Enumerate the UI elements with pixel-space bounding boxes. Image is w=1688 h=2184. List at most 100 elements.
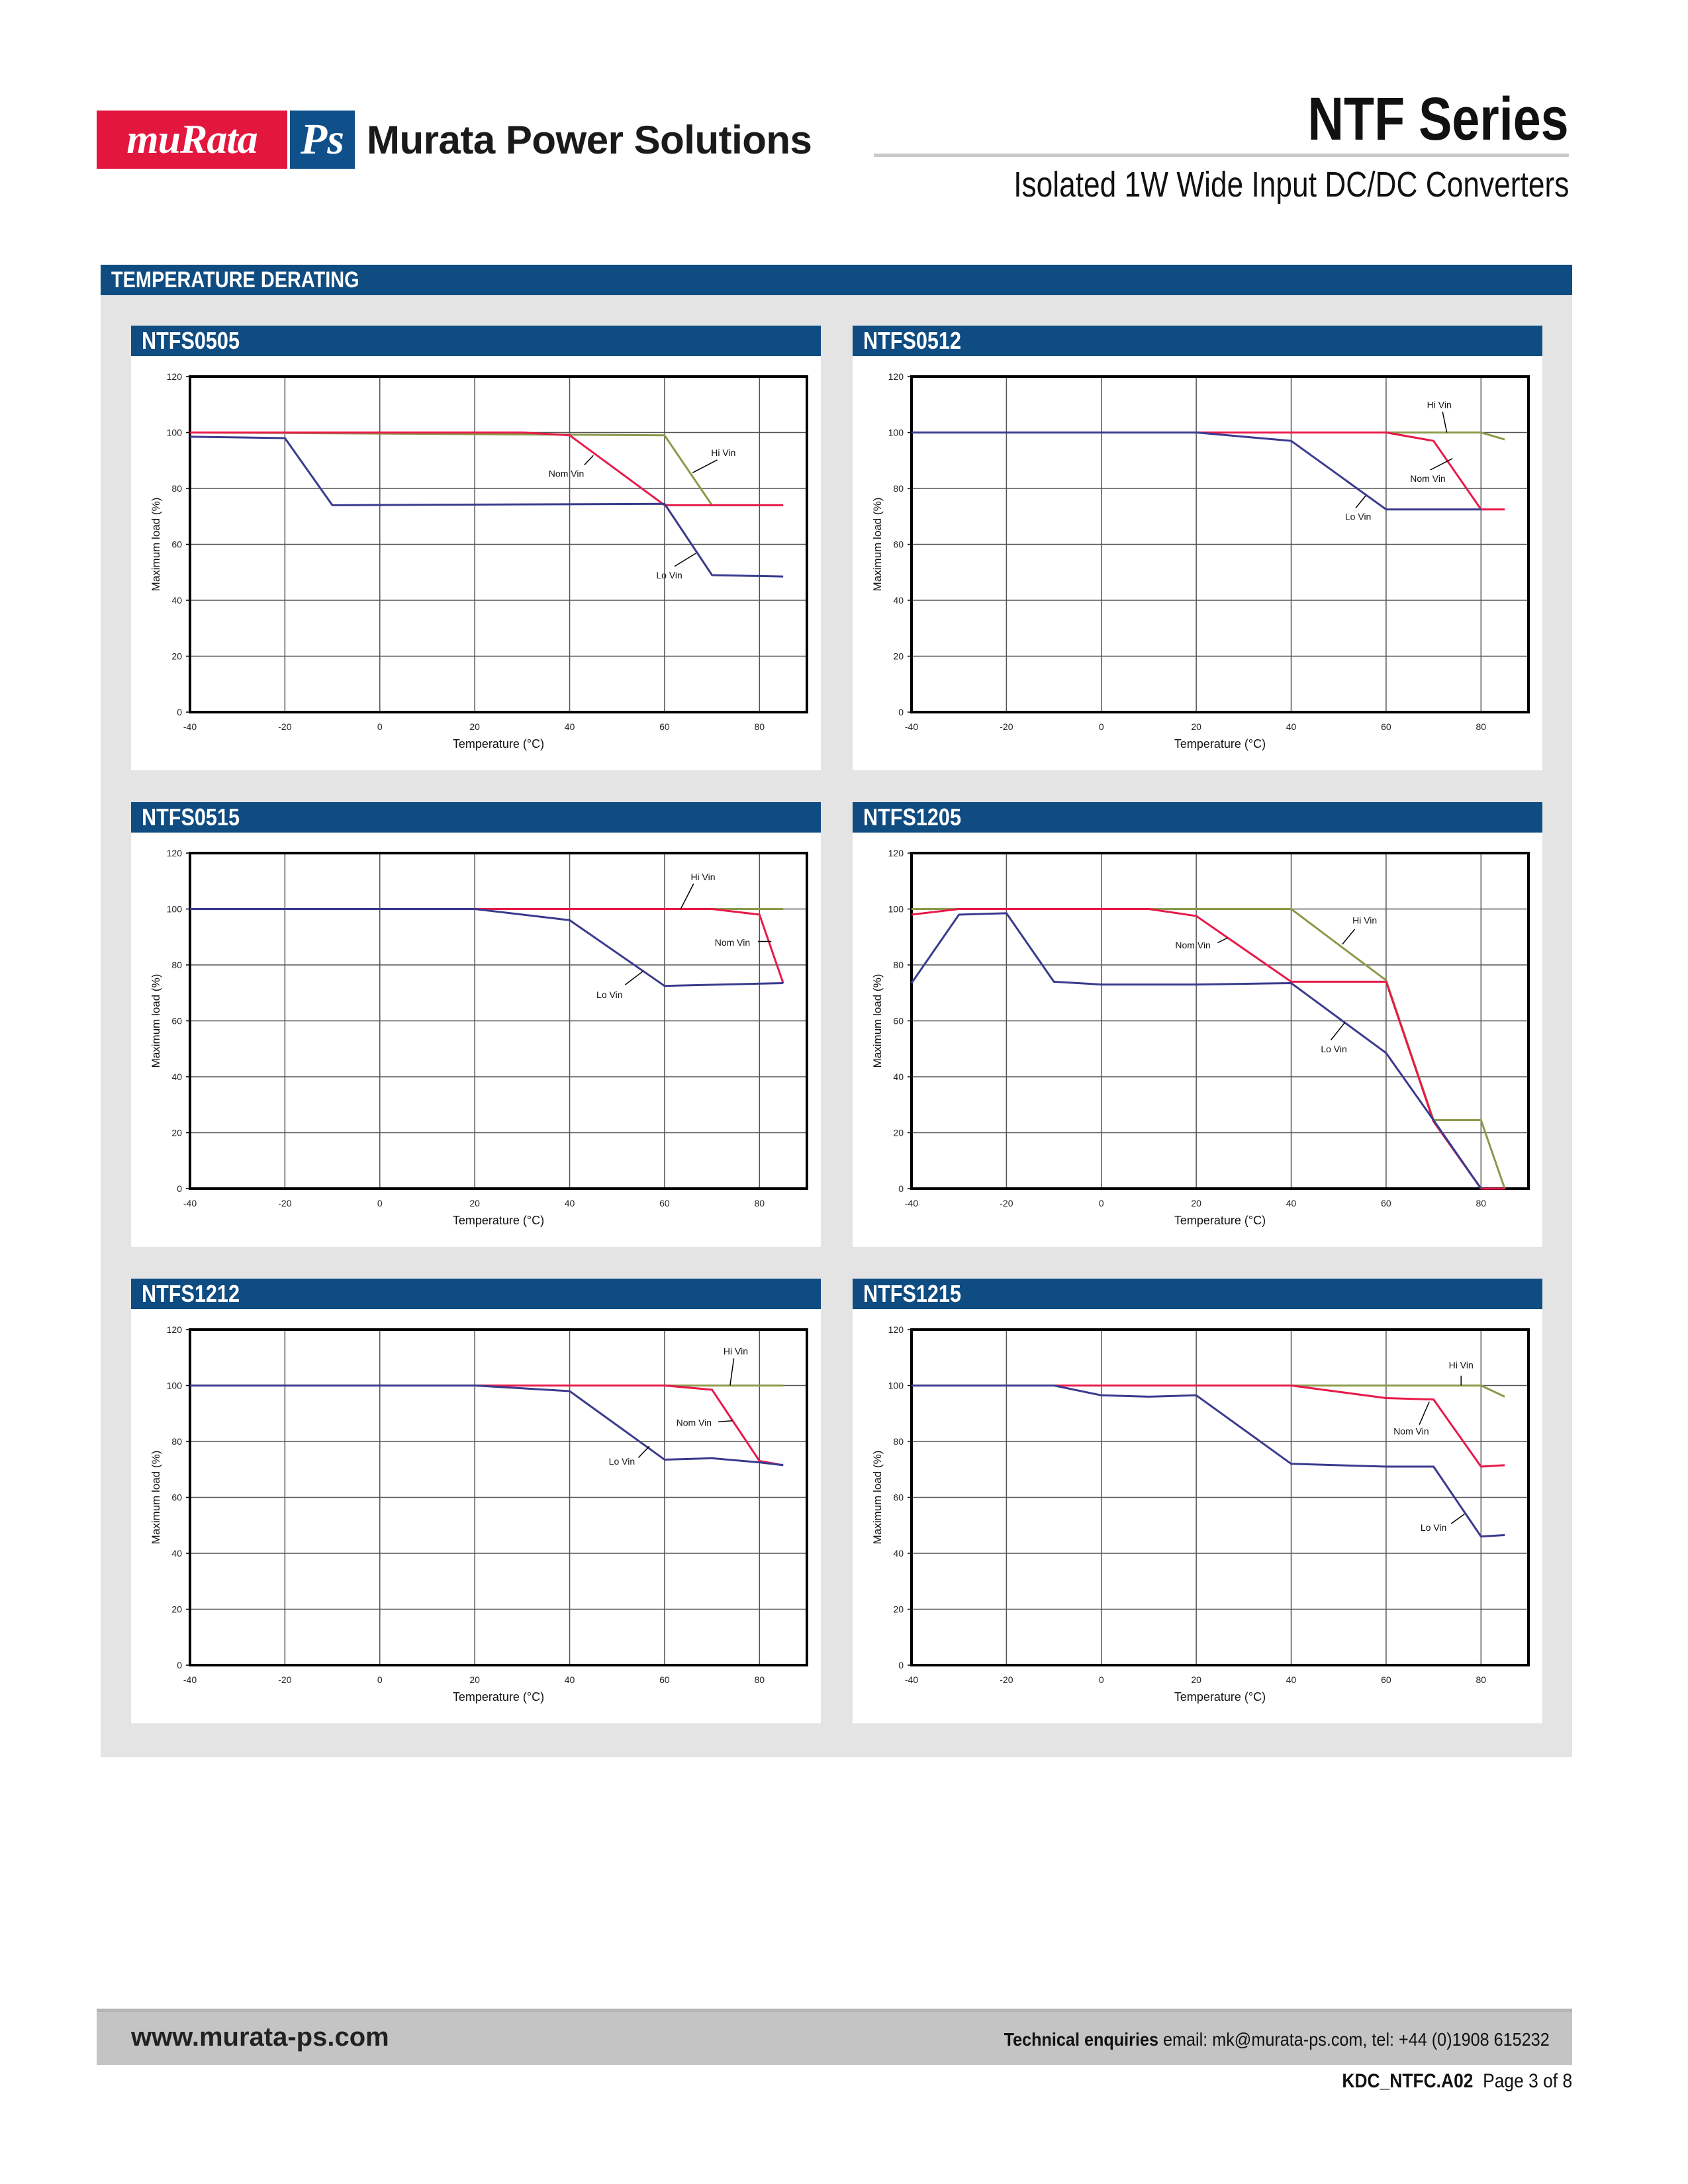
derating-chart: 0 20 40 60 80 100 120 -40 -20 0 20 40 60 80 Hi Vin Nom … — [871, 371, 1530, 751]
y-axis-label: Maximum load (%) — [871, 498, 884, 592]
x-tick-label: -40 — [905, 721, 918, 732]
y-tick-label: 0 — [898, 707, 904, 717]
chart-title: NTFS0505 — [142, 327, 240, 354]
series-annotation: Nom Vin — [715, 937, 750, 948]
y-tick-label: 40 — [893, 1548, 904, 1559]
series-annotation: Lo Vin — [596, 989, 622, 1000]
x-tick-label: 80 — [755, 721, 765, 732]
product-subtitle: Isolated 1W Wide Input DC/DC Converters — [1013, 165, 1569, 205]
x-tick-label: 80 — [755, 1198, 765, 1208]
section-title: TEMPERATURE DERATING — [111, 267, 359, 293]
chart-title: NTFS1205 — [863, 803, 961, 831]
derating-chart: 0 20 40 60 80 100 120 -40 -20 0 20 40 60 80 Hi Vin Nom … — [150, 1324, 808, 1704]
section-header: TEMPERATURE DERATING — [101, 265, 1572, 295]
contact-text: email: mk@murata-ps.com, tel: +44 (0)190… — [1158, 2029, 1550, 2050]
y-tick-label: 80 — [171, 483, 182, 494]
y-tick-label: 0 — [177, 707, 182, 717]
y-tick-label: 20 — [893, 1128, 904, 1138]
series-annotation: Hi Vin — [1352, 915, 1377, 925]
y-tick-label: 120 — [167, 371, 183, 382]
doc-code: KDC_NTFC.A02 — [1342, 2070, 1474, 2092]
series-annotation: Hi Vin — [1449, 1360, 1474, 1371]
y-tick-label: 20 — [171, 1604, 182, 1615]
x-tick-label: -40 — [905, 1198, 918, 1208]
annotation-leader — [1450, 1514, 1465, 1524]
series-annotation: Nom Vin — [677, 1418, 712, 1428]
series-annotation: Lo Vin — [1321, 1044, 1346, 1054]
annotation-leader — [1430, 458, 1453, 471]
annotation-leader — [674, 553, 696, 567]
y-tick-label: 20 — [893, 651, 904, 662]
plot-border — [189, 1328, 808, 1666]
x-tick-label: 20 — [1191, 1198, 1201, 1208]
chart-title-bar: NTFS0512 — [853, 326, 1542, 356]
y-tick-label: 120 — [888, 848, 904, 858]
y-tick-label: 40 — [171, 595, 182, 606]
x-tick-label: 20 — [1191, 1674, 1201, 1685]
y-tick-label: 120 — [888, 1324, 904, 1335]
annotation-leader — [729, 1358, 735, 1386]
y-tick-label: 0 — [177, 1660, 182, 1670]
y-tick-label: 120 — [167, 848, 183, 858]
x-tick-label: 80 — [755, 1674, 765, 1685]
x-tick-label: 0 — [1099, 1198, 1104, 1208]
y-tick-label: 0 — [177, 1183, 182, 1194]
chart-panel-ntfs0512: NTFS0512 0 20 40 60 80 100 120 -40 -20 0 20 40 60 80 Hi… — [853, 326, 1542, 770]
x-axis-label: Temperature (°C) — [453, 1214, 544, 1227]
chart-title-bar: NTFS1212 — [131, 1279, 821, 1309]
x-tick-label: -40 — [183, 1674, 197, 1685]
chart-panel-ntfs1212: NTFS1212 0 20 40 60 80 100 120 -40 -20 0 20 40 60 80 Hi… — [131, 1279, 821, 1723]
y-tick-label: 60 — [893, 1016, 904, 1026]
annotation-leader — [718, 1420, 733, 1423]
x-tick-label: 60 — [1381, 1674, 1391, 1685]
x-tick-label: -20 — [278, 1674, 291, 1685]
x-tick-label: 60 — [1381, 721, 1391, 732]
x-tick-label: 40 — [565, 1198, 575, 1208]
annotation-leader — [1419, 1401, 1430, 1425]
x-tick-label: -20 — [1000, 1198, 1013, 1208]
x-tick-label: -40 — [905, 1674, 918, 1685]
y-axis-label: Maximum load (%) — [150, 498, 162, 592]
y-tick-label: 60 — [171, 1016, 182, 1026]
x-axis-label: Temperature (°C) — [453, 737, 544, 751]
y-tick-label: 100 — [888, 428, 904, 438]
y-tick-label: 60 — [893, 539, 904, 550]
page-number: Page 3 of 8 — [1482, 2070, 1572, 2092]
series-line-lo-vin — [912, 1385, 1505, 1538]
y-tick-label: 100 — [167, 1381, 183, 1391]
page-reference: KDC_NTFC.A02 Page 3 of 8 — [1342, 2070, 1572, 2093]
series-line-lo-vin — [912, 432, 1481, 511]
chart-title-bar: NTFS0515 — [131, 802, 821, 833]
x-axis-label: Temperature (°C) — [1174, 1214, 1266, 1227]
y-tick-label: 80 — [893, 1436, 904, 1447]
chart-title-bar: NTFS1215 — [853, 1279, 1542, 1309]
x-tick-label: 60 — [659, 721, 670, 732]
x-tick-label: -20 — [1000, 721, 1013, 732]
y-tick-label: 60 — [893, 1492, 904, 1503]
x-tick-label: 40 — [1286, 1198, 1297, 1208]
annotation-leader — [680, 884, 694, 909]
series-annotation: Lo Vin — [1421, 1522, 1446, 1533]
x-tick-label: 80 — [1476, 1198, 1487, 1208]
plot-border — [189, 852, 808, 1190]
x-tick-label: 20 — [469, 1198, 480, 1208]
x-axis-label: Temperature (°C) — [1174, 1690, 1266, 1704]
header-divider — [874, 154, 1569, 157]
y-tick-label: 120 — [167, 1324, 183, 1335]
x-tick-label: 0 — [1099, 721, 1104, 732]
y-tick-label: 60 — [171, 1492, 182, 1503]
chart-title: NTFS1215 — [863, 1280, 961, 1307]
series-annotation: Nom Vin — [1393, 1426, 1429, 1436]
y-tick-label: 100 — [167, 904, 183, 915]
y-tick-label: 120 — [888, 371, 904, 382]
plot-border — [910, 1328, 1530, 1666]
plot-border — [189, 375, 808, 713]
chart-panel-ntfs0505: NTFS0505 0 20 40 60 80 100 120 -40 -20 0 20 40 60 80 Hi… — [131, 326, 821, 770]
y-tick-label: 20 — [171, 1128, 182, 1138]
website-link[interactable]: www.murata-ps.com — [131, 2023, 389, 2052]
y-tick-label: 40 — [171, 1548, 182, 1559]
annotation-leader — [584, 455, 594, 466]
x-tick-label: 0 — [377, 721, 383, 732]
chart-title-bar: NTFS1205 — [853, 802, 1542, 833]
x-tick-label: 80 — [1476, 1674, 1487, 1685]
